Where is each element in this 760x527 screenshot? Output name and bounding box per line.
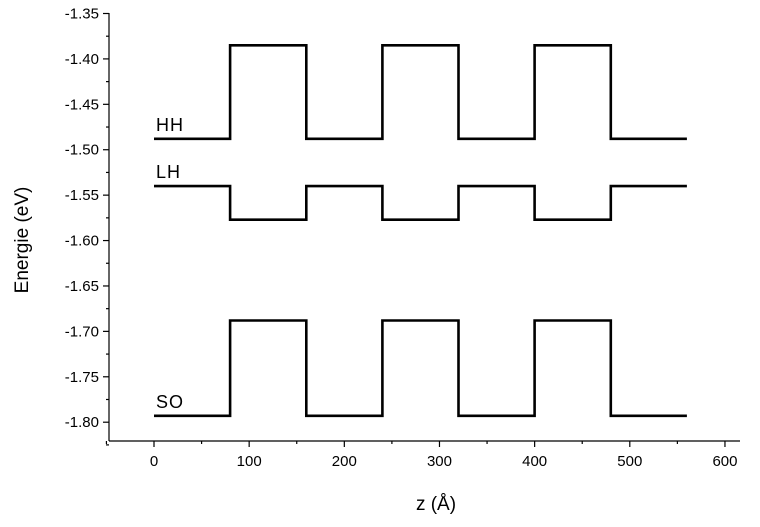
y-tick-label: -1.60 — [65, 233, 99, 250]
x-ticks: 0 100 200 300 400 500 600 — [105, 441, 737, 470]
y-axis-title: Energie (eV) — [12, 187, 33, 294]
x-tick-label: 100 — [237, 453, 262, 470]
series-group — [154, 43, 687, 418]
y-tick-label: -1.45 — [65, 96, 99, 113]
y-tick-label: -1.80 — [65, 414, 99, 431]
y-ticks: -1.35 -1.40 -1.45 -1.50 -1.55 -1.60 -1.65 -1.70… — [65, 6, 109, 446]
x-tick-label: 0 — [150, 453, 158, 470]
axes — [108, 13, 740, 442]
y-tick-label: -1.75 — [65, 369, 99, 386]
series-label-so: SO — [156, 392, 184, 412]
y-tick-label: -1.35 — [65, 6, 99, 23]
y-tick-label: -1.65 — [65, 278, 99, 295]
series-line-hh — [154, 43, 687, 141]
x-tick-label: 200 — [332, 453, 357, 470]
x-axis-title: z (Å) — [416, 494, 456, 515]
series-label-hh: HH — [156, 115, 184, 135]
x-tick-label: 600 — [712, 453, 737, 470]
y-tick-label: -1.40 — [65, 51, 99, 68]
x-tick-label: 300 — [427, 453, 452, 470]
series-label-lh: LH — [156, 162, 181, 182]
x-tick-label: 400 — [522, 453, 547, 470]
y-tick-label: -1.70 — [65, 323, 99, 340]
series-labels: HH LH SO — [156, 115, 184, 412]
series-line-lh — [154, 184, 687, 221]
series-line-so — [154, 319, 687, 418]
x-tick-label: 500 — [617, 453, 642, 470]
y-tick-label: -1.55 — [65, 187, 99, 204]
y-tick-label: -1.50 — [65, 142, 99, 159]
